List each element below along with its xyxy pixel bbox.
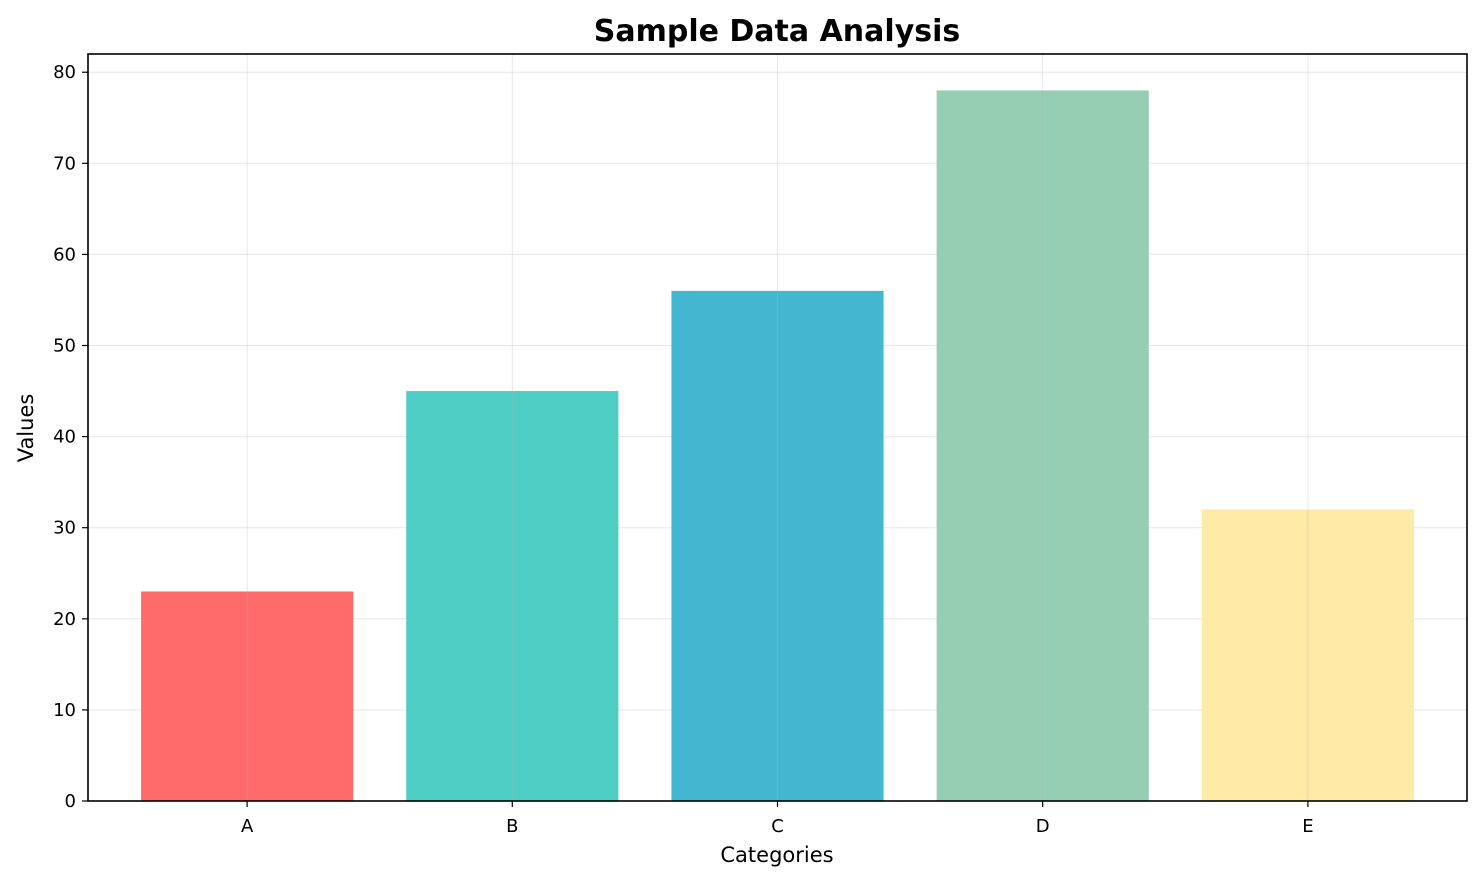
y-tick-label: 70	[53, 153, 76, 174]
bar-b	[406, 391, 619, 801]
bar-a	[141, 591, 354, 801]
x-axis-ticks: A B C D E	[241, 801, 1314, 837]
x-tick-label: B	[506, 816, 518, 837]
x-tick-label: A	[241, 816, 254, 837]
y-tick-label: 80	[53, 62, 76, 83]
y-axis-ticks: 0 10 20 30 40 50 60 70 80	[53, 62, 88, 812]
bar-c	[671, 290, 884, 801]
x-tick-label: D	[1036, 816, 1050, 837]
y-tick-label: 40	[53, 427, 76, 448]
y-tick-label: 10	[53, 700, 76, 721]
y-tick-label: 30	[53, 518, 76, 539]
chart-title: Sample Data Analysis	[594, 14, 961, 49]
x-tick-label: E	[1302, 816, 1313, 837]
y-tick-label: 20	[53, 609, 76, 630]
y-axis-label: Values	[14, 394, 38, 463]
bar-e	[1201, 509, 1414, 801]
bars	[141, 90, 1414, 801]
y-tick-label: 50	[53, 336, 76, 357]
y-tick-label: 60	[53, 244, 76, 265]
x-tick-label: C	[771, 816, 784, 837]
y-tick-label: 0	[65, 791, 76, 812]
x-axis-label: Categories	[720, 843, 833, 867]
grid-overlay	[246, 54, 1309, 801]
bar-d	[936, 90, 1149, 801]
